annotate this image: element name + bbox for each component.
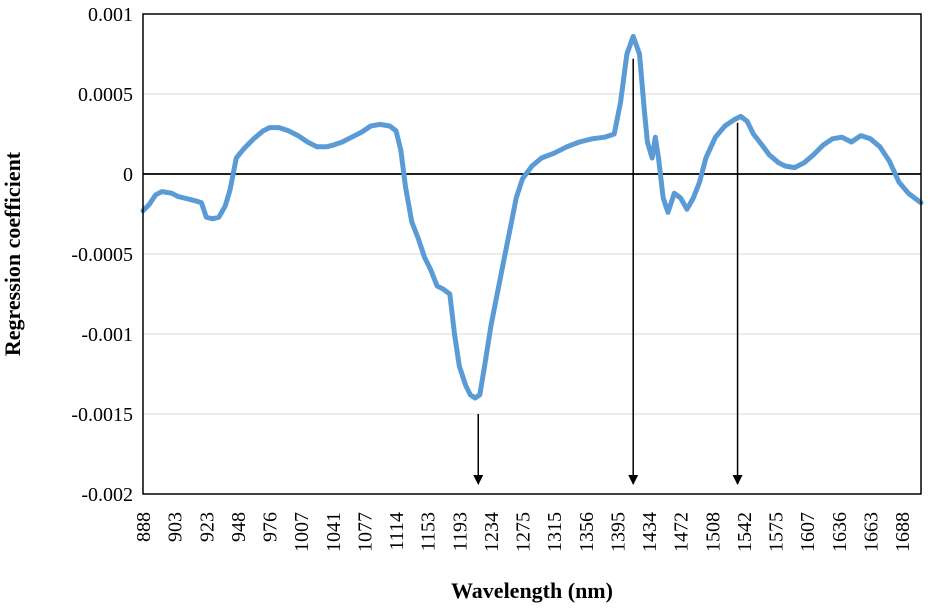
x-tick-labels: 888 903 923 948 976 1007 1041 1077 1114 1153 1193 1… xyxy=(133,512,914,552)
y-tick-label: -0.002 xyxy=(81,484,133,506)
series-group xyxy=(140,33,924,401)
x-tick-label: 1434 xyxy=(639,512,661,552)
series-line xyxy=(140,33,924,401)
y-tick-labels: 0.001 0.0005 0 -0.0005 -0.001 -0.0015 -0.002 xyxy=(71,4,133,506)
x-tick-label: 1508 xyxy=(702,512,724,552)
grid-lines xyxy=(143,13,921,495)
x-axis-title: Wavelength (nm) xyxy=(451,578,613,603)
x-tick-label: 1315 xyxy=(544,512,566,552)
annotation-group xyxy=(473,58,743,485)
x-tick-label: 1041 xyxy=(323,512,345,552)
x-tick-label: 903 xyxy=(165,512,187,542)
x-tick-label: 1193 xyxy=(449,512,471,551)
plot-frame xyxy=(142,13,922,495)
x-tick-label: 1356 xyxy=(576,512,598,552)
y-tick-label: -0.0015 xyxy=(71,404,133,426)
y-tick-label: 0 xyxy=(123,164,133,186)
x-tick-label: 1234 xyxy=(481,512,503,552)
x-tick-label: 888 xyxy=(133,512,155,542)
y-tick-label: -0.0005 xyxy=(71,244,133,266)
x-tick-label: 1663 xyxy=(860,512,882,552)
y-axis-title: Regression coefficient xyxy=(0,151,25,356)
x-tick-label: 923 xyxy=(196,512,218,542)
x-tick-label: 1395 xyxy=(607,512,629,552)
x-tick-label: 1575 xyxy=(766,512,788,552)
x-tick-label: 948 xyxy=(228,512,250,542)
x-tick-label: 1688 xyxy=(892,512,914,552)
x-tick-label: 1275 xyxy=(513,512,535,552)
x-tick-label: 1607 xyxy=(797,512,819,552)
y-tick-label: 0.0005 xyxy=(78,84,133,106)
y-tick-label: -0.001 xyxy=(81,324,133,346)
x-tick-label: 1153 xyxy=(418,512,440,551)
x-tick-label: 1542 xyxy=(734,512,756,552)
x-tick-label: 1636 xyxy=(829,512,851,552)
x-tick-label: 1472 xyxy=(671,512,693,552)
x-tick-label: 1114 xyxy=(386,512,408,551)
x-tick-label: 976 xyxy=(260,512,282,542)
y-tick-label: 0.001 xyxy=(88,4,133,26)
x-tick-label: 1077 xyxy=(354,512,376,552)
x-tick-label: 1007 xyxy=(291,512,313,552)
